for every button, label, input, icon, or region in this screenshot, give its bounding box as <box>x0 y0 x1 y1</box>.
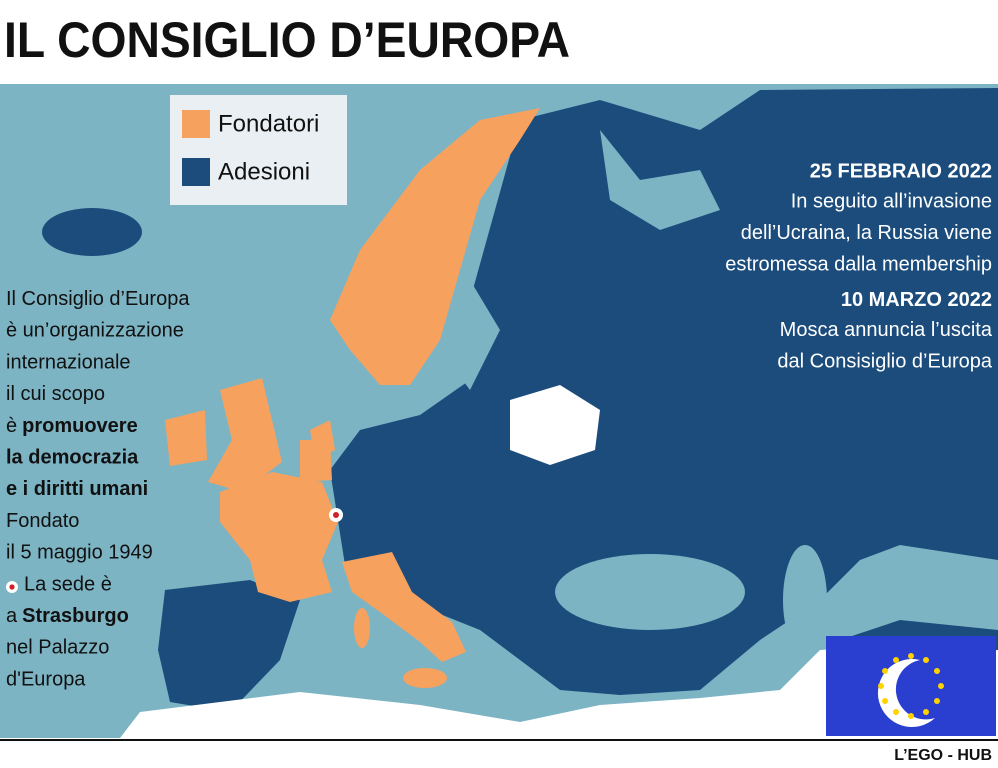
star <box>923 657 929 664</box>
intro-segment: Fondato <box>6 510 79 532</box>
belarus <box>510 385 600 465</box>
intro-segment: il cui scopo <box>6 383 105 405</box>
intro-segment: è un’organizzazione <box>6 320 184 342</box>
legend: Fondatori Adesioni <box>182 110 319 186</box>
flag-arc <box>877 659 935 728</box>
star <box>893 708 899 715</box>
event-line: In seguito all’invasione <box>791 190 992 212</box>
event-date: 10 MARZO 2022 <box>841 289 992 311</box>
intro-line: d'Europa <box>6 669 86 691</box>
intro-segment: Il Consiglio d’Europa <box>6 288 190 310</box>
event-line: dell’Ucraina, la Russia viene <box>741 222 992 244</box>
intro-text: Il Consiglio d’Europa è un’organizzazione… <box>6 288 190 690</box>
intro-segment: nel Palazzo <box>6 637 109 659</box>
intro-line: La sede è <box>24 574 112 596</box>
legend-swatch <box>182 158 210 186</box>
star <box>933 668 940 674</box>
legend-swatch <box>182 110 210 138</box>
legend-label: Fondatori <box>218 110 319 137</box>
intro-line: a Strasburgo <box>6 605 129 627</box>
title: IL CONSIGLIO D’EUROPA <box>4 12 570 68</box>
iberia <box>158 580 300 712</box>
black-sea <box>555 554 745 630</box>
star <box>878 683 884 689</box>
caspian <box>783 545 827 655</box>
star <box>908 653 914 659</box>
intro-line: nel Palazzo <box>6 637 109 659</box>
white-sea <box>600 130 720 230</box>
intro-segment: La sede è <box>24 574 112 596</box>
star <box>938 683 944 689</box>
members-east <box>330 88 998 695</box>
intro-line: e i diritti umani <box>6 478 148 500</box>
council-flag <box>826 636 996 736</box>
event-line: dal Consisiglio d’Europa <box>777 350 992 372</box>
star <box>923 708 929 715</box>
non-member-land <box>120 640 998 738</box>
intro-line: la democrazia <box>6 447 139 469</box>
intro-line: il 5 maggio 1949 <box>6 542 153 564</box>
sede-dot <box>9 584 15 590</box>
intro-line: è un’organizzazione <box>6 320 184 342</box>
strasbourg-dot <box>333 512 339 518</box>
intro-segment: promuovere <box>22 415 138 437</box>
event-date: 25 FEBBRAIO 2022 <box>810 160 992 182</box>
star <box>893 657 899 664</box>
intro-segment: e i diritti umani <box>6 478 148 500</box>
intro-line: è promuovere <box>6 415 138 437</box>
star <box>933 698 940 704</box>
intro-line: Il Consiglio d’Europa <box>6 288 190 310</box>
event-line: Mosca annuncia l’uscita <box>780 319 993 341</box>
intro-segment: Strasburgo <box>22 605 129 627</box>
intro-segment: il 5 maggio 1949 <box>6 542 153 564</box>
intro-line: internazionale <box>6 352 131 374</box>
intro-segment: a <box>6 605 18 627</box>
intro-segment: internazionale <box>6 352 131 374</box>
legend-label: Adesioni <box>218 158 310 185</box>
flag-stars <box>878 653 944 719</box>
events-text: 25 FEBBRAIO 2022 In seguito all’invasione… <box>725 160 993 372</box>
map <box>0 84 998 738</box>
baltic <box>440 280 500 390</box>
iceland <box>42 208 142 256</box>
credit: L’EGO - HUB <box>894 747 992 764</box>
event-line: estromessa dalla membership <box>725 253 992 275</box>
intro-line: il cui scopo <box>6 383 105 405</box>
intro-segment: è <box>6 415 17 437</box>
star <box>882 668 889 674</box>
star <box>882 698 889 704</box>
founders <box>165 108 540 688</box>
intro-line: Fondato <box>6 510 79 532</box>
star <box>908 713 914 719</box>
intro-segment: d'Europa <box>6 669 86 691</box>
intro-segment: la democrazia <box>6 447 139 469</box>
